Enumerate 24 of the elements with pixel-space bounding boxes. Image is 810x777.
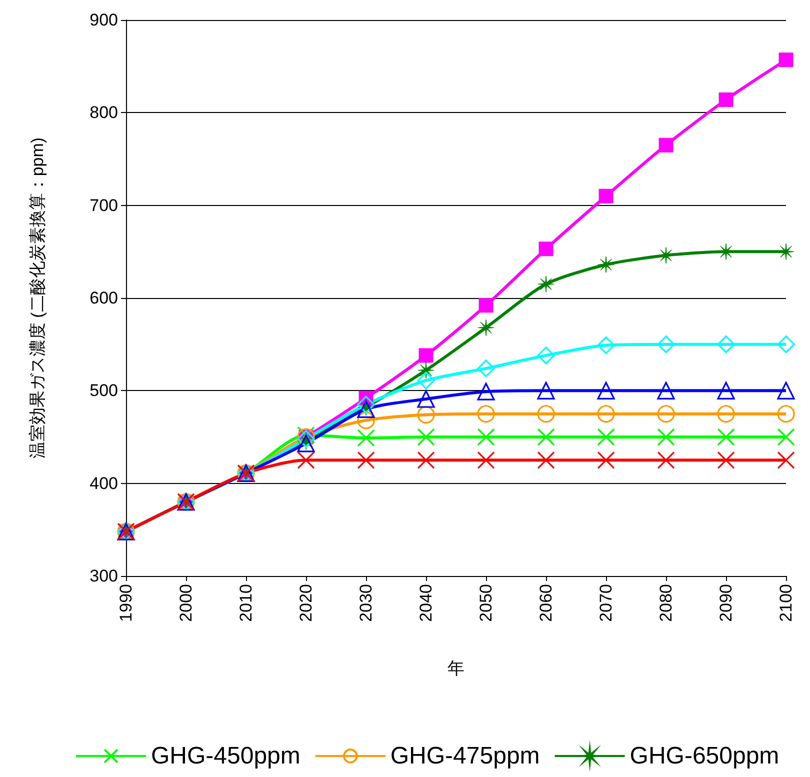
x-tick-label: 2100: [776, 584, 796, 622]
x-tick-label: 2070: [596, 584, 616, 622]
x-tick-label: 2040: [416, 584, 436, 622]
y-tick-label: 700: [90, 196, 118, 215]
x-tick-label: 2060: [536, 584, 556, 622]
y-axis-title: 温室効果ガス濃度 (二酸化炭素換算：ppm): [28, 137, 47, 459]
y-tick-label: 300: [90, 566, 118, 586]
legend-label: GHG-475ppm: [390, 742, 540, 770]
x-tick-label: 2000: [176, 584, 196, 622]
x-tick-label: 2050: [476, 584, 496, 622]
y-tick-label: 800: [90, 103, 118, 122]
x-axis-title: 年: [448, 659, 464, 678]
y-tick-label: 600: [90, 288, 118, 308]
x-tick-label: 2030: [356, 584, 376, 622]
x-tick-label: 2080: [656, 584, 676, 622]
x-tick-label: 1990: [116, 584, 136, 622]
legend-label: GHG-450ppm: [151, 742, 300, 770]
y-tick-label: 400: [90, 474, 118, 493]
y-tick-label: 900: [90, 10, 118, 30]
x-tick-label: 2090: [716, 584, 736, 622]
legend-label: GHG-650ppm: [630, 742, 780, 770]
x-tick-label: 2010: [236, 584, 256, 622]
y-tick-label: 500: [90, 381, 118, 400]
x-tick-label: 2020: [296, 584, 316, 622]
